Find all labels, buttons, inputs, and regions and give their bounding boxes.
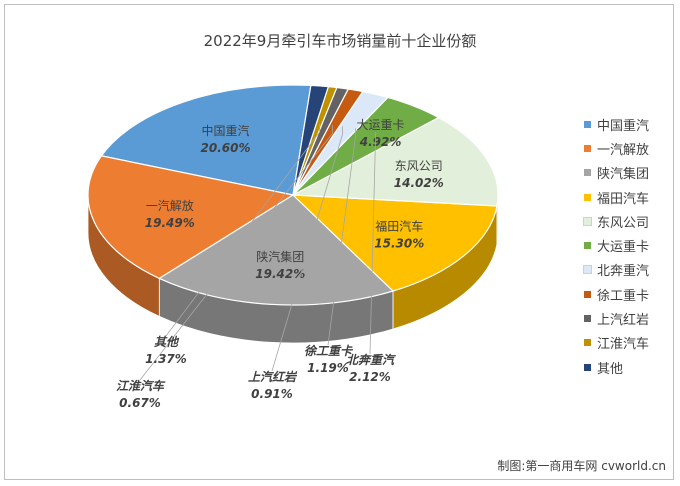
slice-1-top	[100, 84, 312, 196]
chart-credit: 制图:第一商用车网 cvworld.cn	[497, 459, 666, 473]
legend-swatch	[584, 242, 591, 250]
legend-item-2: 一汽解放	[584, 136, 676, 160]
slice-11-top	[292, 84, 330, 196]
slice-4-name-label: 福田汽车	[375, 218, 423, 233]
slice-7-leader-line	[369, 132, 376, 355]
legend-label: 江淮汽车	[597, 337, 650, 353]
legend-item-3: 陕汽集团	[584, 161, 676, 185]
legend-swatch	[583, 216, 592, 226]
slice-9-value-label: 0.91%	[251, 387, 293, 401]
slice-5-top	[290, 116, 499, 207]
slice-11-leader-line	[165, 123, 321, 337]
slice-10-value-label: 0.67%	[119, 396, 161, 410]
legend-swatch	[584, 193, 591, 201]
slice-1-value-label: 20.60%	[201, 141, 251, 155]
chart-title: 2022年9月牵引车市场销量前十企业份额	[203, 32, 477, 50]
legend-item-10: 江淮汽车	[584, 331, 676, 355]
legend-item-5: 东风公司	[583, 209, 676, 233]
slice-9-leader-line	[271, 126, 343, 372]
legend-item-1: 中国重汽	[584, 112, 676, 136]
slice-8-value-label: 1.19%	[307, 361, 349, 375]
legend-label: 中国重汽	[597, 118, 650, 134]
slice-2-top	[87, 155, 295, 280]
legend-label: 上汽红岩	[597, 313, 650, 329]
legend-item-9: 上汽红岩	[584, 306, 676, 330]
slice-7-name-label: 北奔重汽	[346, 353, 396, 367]
slice-8-leader-line	[327, 128, 356, 346]
slice-2-name-label: 一汽解放	[146, 198, 194, 213]
slice-6-value-label: 4.92%	[359, 135, 402, 149]
legend-swatch	[584, 169, 591, 177]
legend-swatch	[584, 363, 591, 371]
legend-item-7: 北奔重汽	[583, 258, 676, 282]
slice-4-top	[291, 194, 498, 292]
slice-11-name-label: 其他	[154, 335, 180, 349]
legend-label: 北奔重汽	[597, 264, 650, 280]
legend-swatch	[584, 315, 591, 323]
slice-7-value-label: 2.12%	[349, 370, 391, 384]
legend-item-4: 福田汽车	[584, 185, 676, 209]
slice-8-name-label: 徐工重卡	[304, 344, 354, 358]
slice-3-name-label: 陕汽集团	[256, 249, 304, 264]
slice-9-name-label: 上汽红岩	[248, 370, 298, 384]
legend-label: 大运重卡	[597, 240, 650, 256]
slice-10-name-label: 江淮汽车	[116, 379, 166, 393]
slice-2-value-label: 19.49%	[145, 216, 195, 230]
slice-3-top	[158, 194, 395, 306]
legend-item-11: 其他	[584, 355, 676, 379]
legend-label: 陕汽集团	[597, 167, 650, 183]
legend-swatch	[583, 265, 592, 275]
legend-swatch	[584, 120, 591, 128]
slice-10-leader-line	[139, 125, 333, 381]
legend-item-6: 大运重卡	[584, 233, 676, 257]
legend-label: 福田汽车	[597, 191, 650, 207]
chart-legend: 中国重汽一汽解放陕汽集团福田汽车东风公司大运重卡北奔重汽徐工重卡上汽红岩江淮汽车…	[583, 112, 676, 379]
slice-11-value-label: 1.37%	[145, 352, 187, 366]
legend-swatch	[584, 144, 591, 152]
slice-3-value-label: 19.42%	[255, 267, 305, 281]
legend-item-8: 徐工重卡	[584, 282, 676, 306]
slice-1-name-label: 中国重汽	[201, 123, 249, 138]
slice-6-name-label: 大运重卡	[357, 118, 405, 132]
legend-label: 一汽解放	[597, 142, 650, 158]
slice-4-value-label: 15.30%	[374, 236, 424, 250]
legend-label: 徐工重卡	[597, 288, 650, 304]
legend-swatch	[584, 290, 591, 298]
slice-5-name-label: 东风公司	[395, 159, 443, 173]
slice-5-value-label: 14.02%	[394, 176, 444, 190]
legend-swatch	[584, 339, 591, 347]
legend-label: 其他	[597, 361, 624, 377]
legend-label: 东风公司	[597, 215, 650, 231]
